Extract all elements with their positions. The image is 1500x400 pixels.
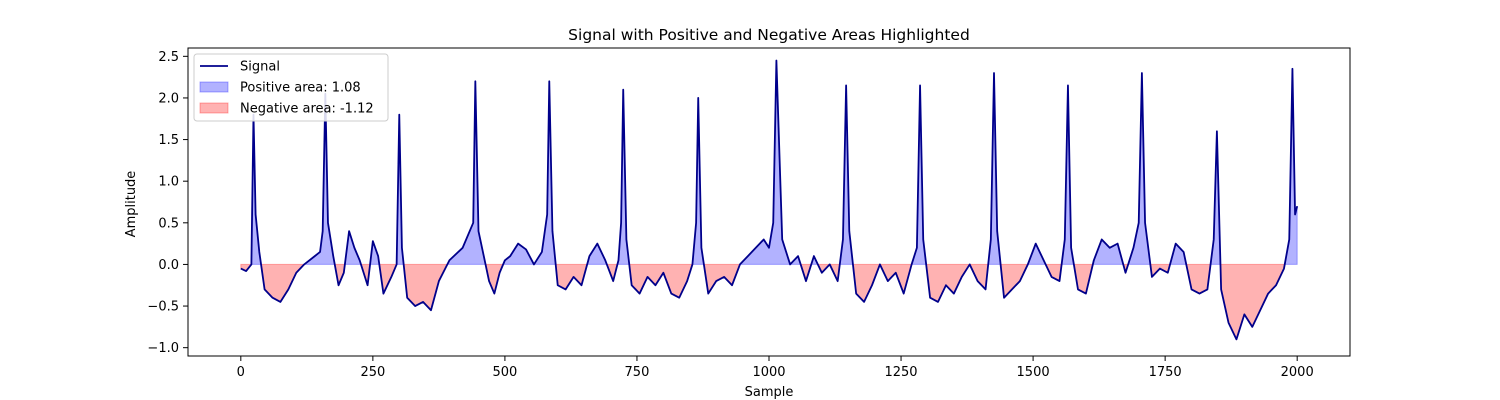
x-tick-label: 1500 [1017, 365, 1050, 380]
legend-swatch-positive [199, 81, 229, 93]
x-tick-label: 1250 [884, 365, 917, 380]
x-tick-label: 250 [360, 365, 385, 380]
y-tick-label: 2.5 [158, 50, 179, 65]
x-tick-label: 2000 [1281, 365, 1314, 380]
legend: Signal Positive area: 1.08 Negative area: … [193, 53, 389, 122]
x-tick-label: 500 [492, 365, 517, 380]
legend-label-signal: Signal [240, 60, 280, 75]
negative-area [240, 263, 1286, 341]
y-tick-label: 1.5 [158, 133, 179, 148]
legend-swatch-negative [199, 102, 229, 114]
y-tick-label: −0.5 [147, 300, 179, 315]
plot-area [240, 59, 1299, 341]
axes: 0 250 500 750 1000 1250 1500 1750 2000 −1.0 −0.5 0.… [147, 47, 1351, 380]
x-tick-label: 0 [237, 365, 245, 380]
x-axis-label: Sample [745, 385, 794, 400]
x-tick-label: 750 [625, 365, 650, 380]
y-axis-label: Amplitude [124, 171, 139, 238]
y-tick-label: 1.0 [158, 175, 179, 190]
x-tick-label: 1000 [752, 365, 785, 380]
y-tick-label: 0.5 [158, 216, 179, 231]
y-tick-label: 0.0 [158, 258, 179, 273]
legend-label-negative: Negative area: -1.12 [240, 102, 374, 117]
x-tick-label: 1750 [1149, 365, 1182, 380]
y-tick-label: −1.0 [147, 341, 179, 356]
chart-title: Signal with Positive and Negative Areas … [568, 26, 970, 44]
signal-line [240, 59, 1299, 341]
legend-label-positive: Positive area: 1.08 [240, 81, 361, 96]
y-tick-label: 2.0 [158, 91, 179, 106]
legend-frame [193, 53, 389, 122]
